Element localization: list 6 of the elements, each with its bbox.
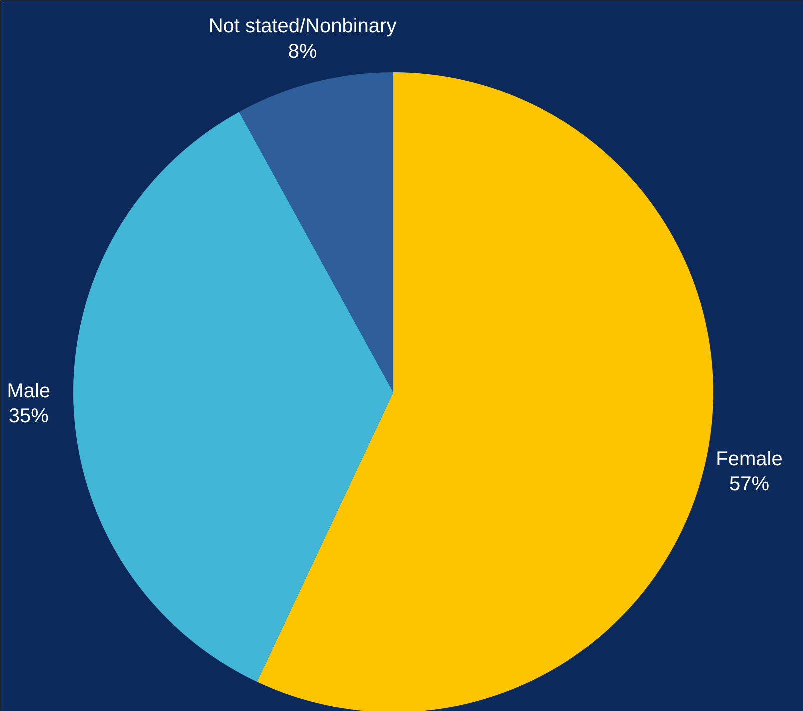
data-label: 57% xyxy=(730,474,770,496)
slice-label: Male xyxy=(7,380,51,402)
data-label: 8% xyxy=(288,40,318,63)
data-label: 35% xyxy=(8,406,50,428)
slice-label: Female xyxy=(716,448,783,470)
slice-label: Not stated/Nonbinary xyxy=(208,16,397,38)
